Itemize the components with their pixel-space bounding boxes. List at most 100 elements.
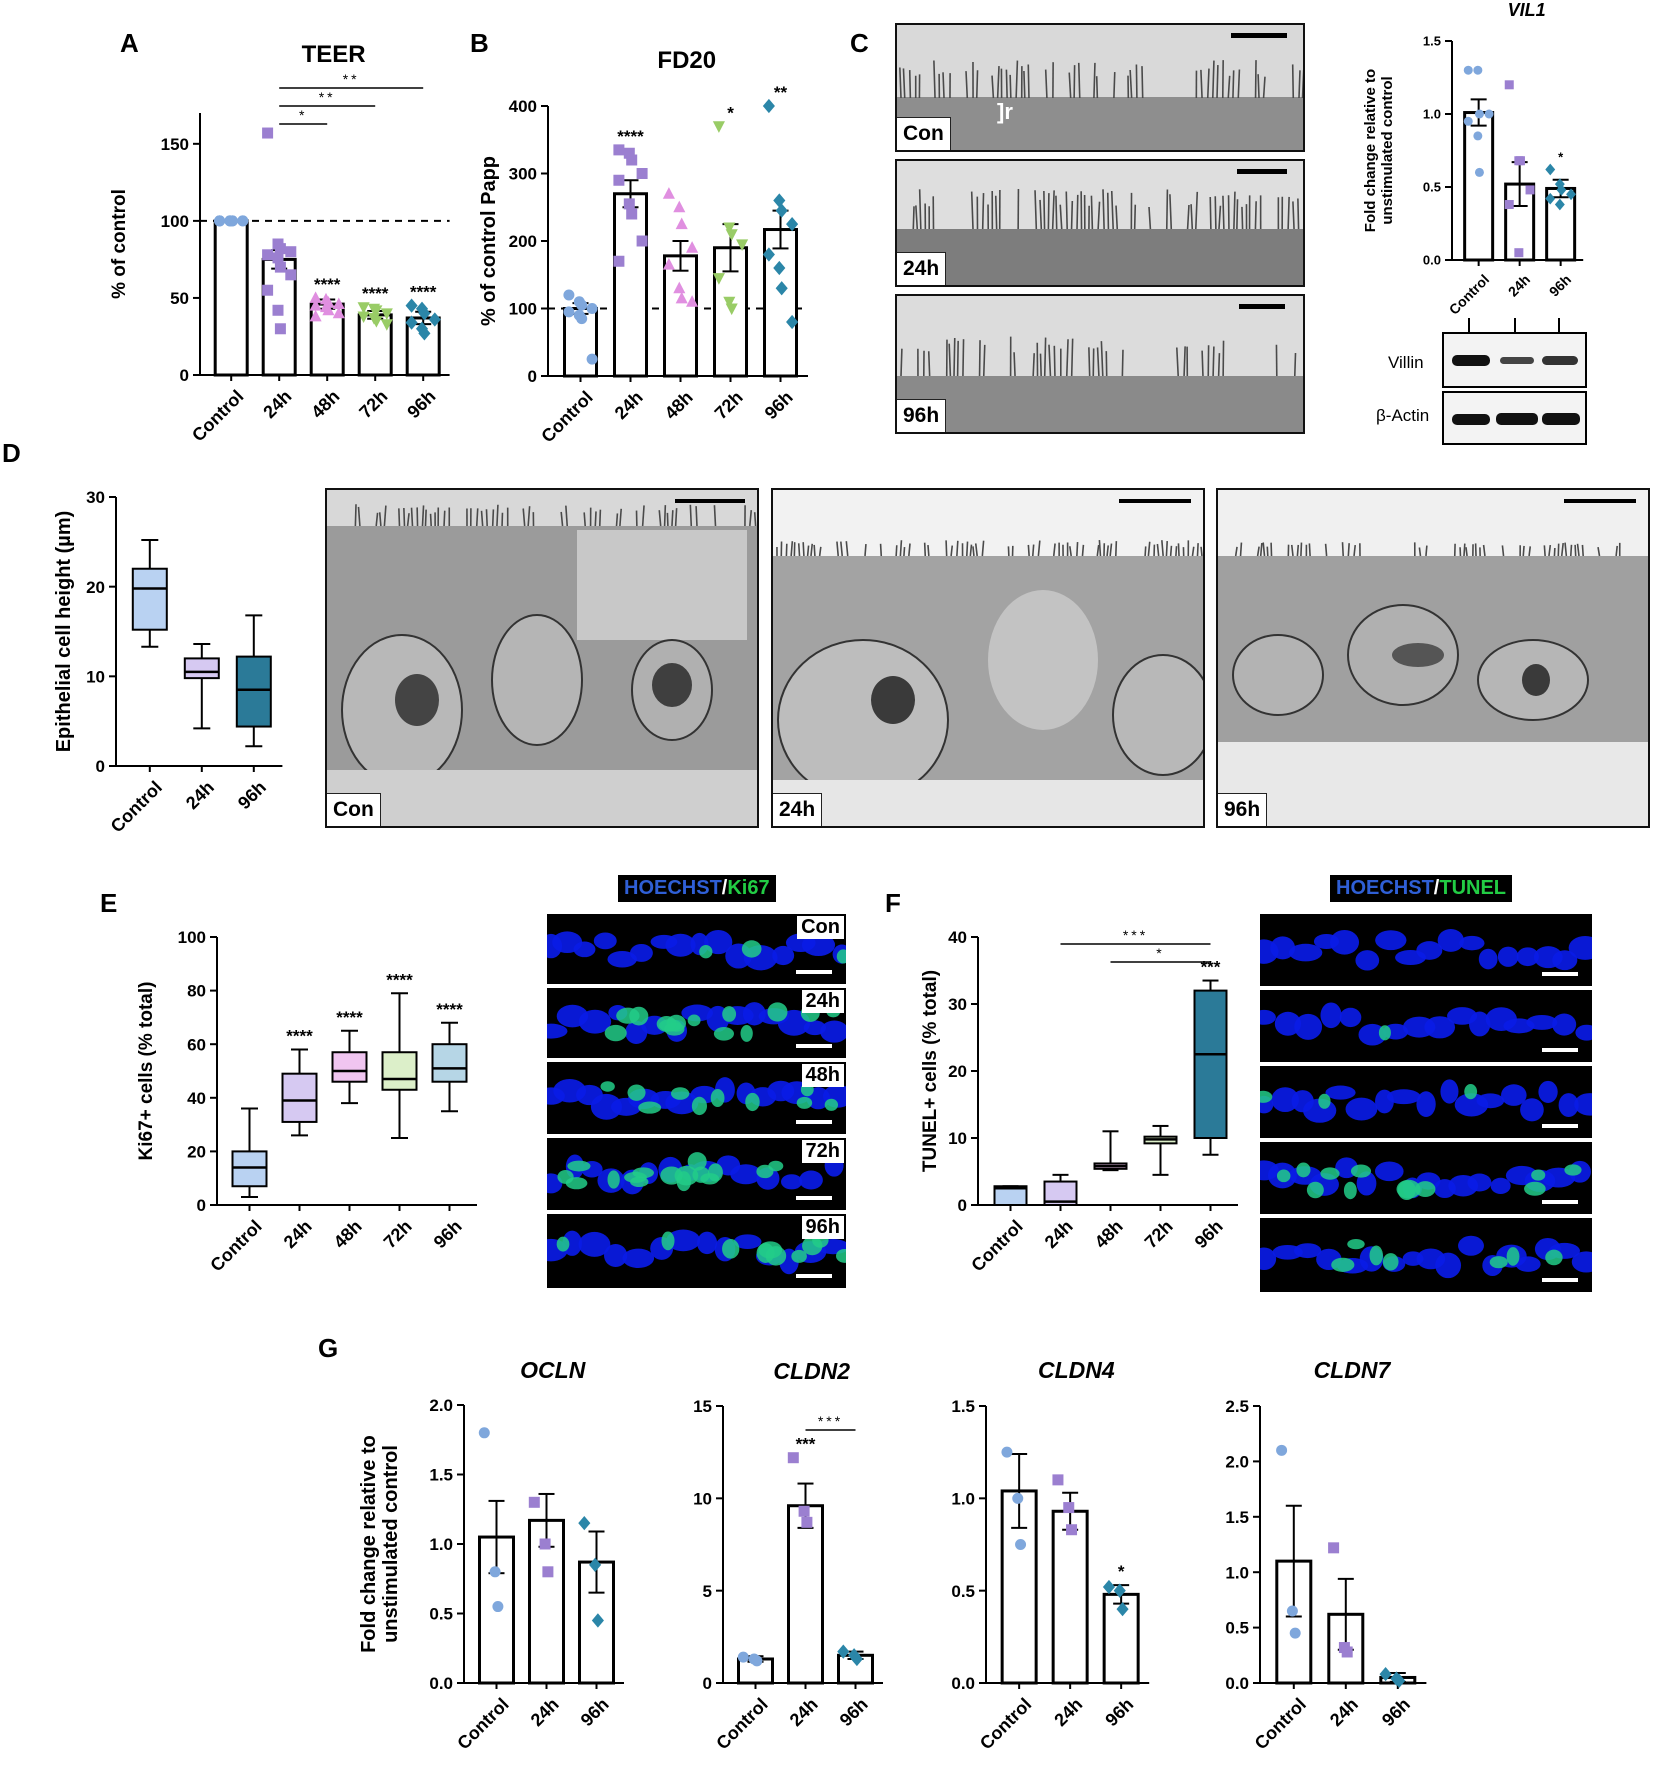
microvillus: [1044, 69, 1048, 99]
comparison-label: ***: [818, 1413, 843, 1429]
positive-cell: [758, 1241, 783, 1259]
data-point: [712, 273, 725, 285]
nucleus: [1490, 1177, 1511, 1195]
western-blot-villin: [1442, 332, 1587, 388]
data-point: [262, 127, 274, 139]
x-tick-label: 48h: [661, 387, 697, 423]
microvillus: [994, 195, 998, 230]
microvillus: [1298, 70, 1301, 99]
data-point: [1379, 1666, 1392, 1682]
positive-cell: [556, 1236, 570, 1252]
microvillus: [565, 505, 569, 527]
microvillus: [1037, 540, 1041, 557]
microvillus: [594, 511, 597, 527]
nucleus: [590, 1093, 622, 1120]
microvillus: [1133, 204, 1137, 230]
microvillus: [475, 508, 479, 527]
ki67-label-5: 96h: [801, 1216, 844, 1239]
y-tick-label: 10: [86, 667, 105, 686]
data-point: [1515, 156, 1525, 166]
nucleus: [1260, 1247, 1277, 1271]
microvillus: [1068, 72, 1072, 99]
data-point: [214, 215, 226, 227]
nucleus: [578, 1231, 611, 1257]
band-actin-control: [1452, 414, 1490, 425]
data-point: [636, 235, 648, 247]
chart-title: VIL1: [1508, 0, 1546, 20]
microvillus: [1347, 543, 1350, 557]
data-point: [357, 302, 370, 314]
microvillus: [1259, 543, 1263, 557]
data-point: [309, 299, 322, 311]
tem-c-24h-scalebar: [1237, 169, 1287, 174]
nucleus: [1345, 1097, 1378, 1121]
microvillus: [942, 72, 945, 99]
data-point: [322, 303, 335, 316]
panel-letter-b: B: [470, 28, 489, 58]
box: [431, 1043, 468, 1083]
nucleus: [1575, 1024, 1592, 1041]
data-point: [1484, 109, 1494, 119]
microvillus: [981, 193, 985, 230]
microvillus: [818, 546, 822, 557]
box: [1193, 989, 1228, 1139]
significance-stars: ****: [410, 283, 437, 302]
nucleus: [1497, 946, 1519, 967]
microvillus: [1308, 543, 1311, 557]
nucleus: [1416, 941, 1443, 960]
data-point: [224, 215, 236, 227]
microvillus: [908, 70, 912, 99]
data-point: [787, 1452, 799, 1464]
data-point: [1545, 192, 1556, 205]
nucleus: [801, 933, 836, 957]
positive-cell: [1545, 1249, 1563, 1266]
nucleus: [1320, 1002, 1342, 1029]
nucleus: [697, 1231, 718, 1255]
nucleus: [1516, 947, 1539, 967]
y-tick-label: 1.5: [429, 1466, 453, 1485]
microvillus: [1048, 344, 1052, 377]
microvillus: [969, 544, 973, 557]
chart-c-vil1: 0.0 0.5 1.0 1.5 Control 24h 96h Fold change rel…: [1362, 0, 1584, 318]
microvillus: [560, 511, 564, 527]
ki67-scalebar-2: [796, 1044, 832, 1048]
data-point: [1474, 109, 1484, 119]
microvillus: [945, 540, 948, 557]
nucleus: [1478, 948, 1498, 970]
microvillus: [1027, 544, 1030, 557]
nucleus: [1424, 1016, 1456, 1039]
data-point: [1504, 80, 1514, 90]
data-point: [285, 246, 297, 258]
data-point: [1473, 131, 1483, 141]
microvillus: [598, 509, 602, 527]
nucleus: [1375, 930, 1407, 951]
tunel-image-2: [1260, 990, 1592, 1062]
nucleus: [1294, 1013, 1323, 1040]
data-point: [725, 303, 738, 316]
bar: [213, 219, 249, 377]
data-point: [1463, 65, 1473, 75]
microvillus: [491, 509, 495, 527]
nucleus: [1538, 1080, 1558, 1103]
chart-title: FD20: [657, 47, 716, 74]
positive-cell: [632, 1167, 654, 1179]
box: [381, 1051, 418, 1091]
nucleus: [1571, 1251, 1592, 1273]
microvillus: [1236, 199, 1239, 230]
y-axis-label: Fold change relative to: [358, 1435, 380, 1653]
data-point: [775, 203, 788, 218]
tem-d-96h-scalebar: [1564, 499, 1636, 503]
data-point: [736, 239, 749, 251]
x-tick-label: Control: [712, 1694, 771, 1753]
nucleus: [1476, 1093, 1505, 1109]
data-point: [405, 315, 418, 330]
microvillus: [1039, 353, 1042, 377]
microvillus: [982, 344, 986, 377]
x-tick-label: 96h: [1546, 271, 1574, 299]
positive-cell: [1350, 1164, 1372, 1178]
microvillus: [713, 505, 717, 527]
microvillus: [1216, 65, 1219, 99]
positive-cell: [699, 945, 713, 959]
microvillus: [1615, 545, 1618, 557]
